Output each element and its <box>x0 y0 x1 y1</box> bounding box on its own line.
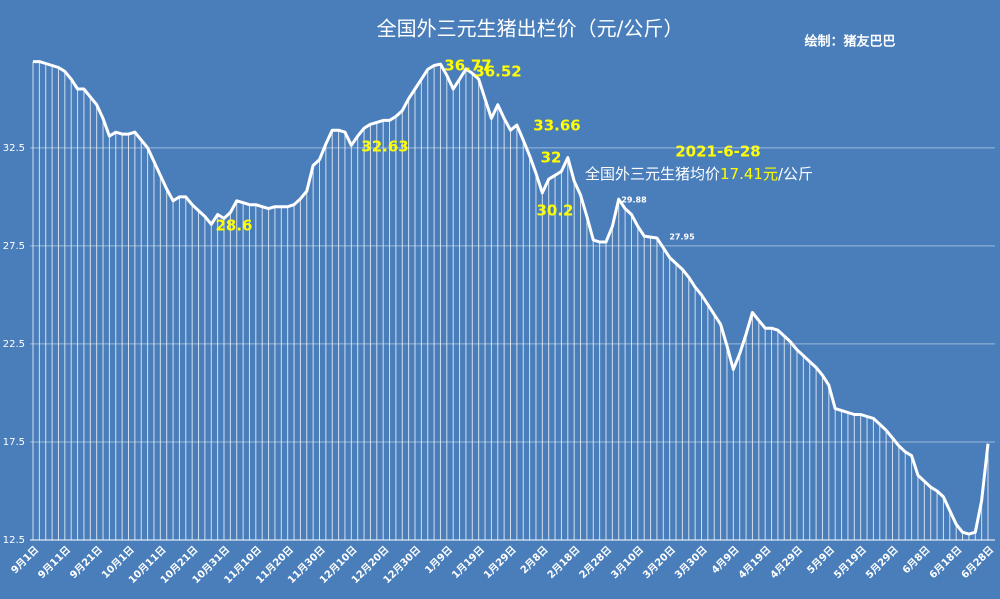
chart-title: 全国外三元生猪出栏价（元/公斤） <box>377 17 684 41</box>
y-tick-label: 32.5 <box>3 143 25 154</box>
credit: 绘制：猪友巴巴 <box>804 34 895 50</box>
annotation: 30.2 <box>536 202 573 220</box>
note-prefix: 全国外三元生猪均价 <box>585 165 720 183</box>
annotation: 33.66 <box>533 117 580 135</box>
annotation: 27.95 <box>669 233 695 242</box>
price-line <box>33 60 990 536</box>
y-tick-label: 12.5 <box>3 535 25 546</box>
y-tick-label: 17.5 <box>3 437 25 448</box>
annotation: 32 <box>541 149 562 167</box>
annotation: 36.77 <box>444 57 491 75</box>
annotation: 29.88 <box>621 196 647 205</box>
annotation: 36.52 <box>474 63 521 81</box>
note: 全国外三元生猪均价17.41元/公斤 <box>585 165 813 183</box>
note-price: 17.41元 <box>720 165 778 183</box>
note-suffix: /公斤 <box>778 165 813 183</box>
y-tick-label: 22.5 <box>3 339 25 350</box>
annotation: 32.63 <box>361 138 408 156</box>
annotation: 28.6 <box>215 217 252 235</box>
y-tick-label: 27.5 <box>3 241 25 252</box>
note-date: 2021-6-28 <box>675 143 761 161</box>
